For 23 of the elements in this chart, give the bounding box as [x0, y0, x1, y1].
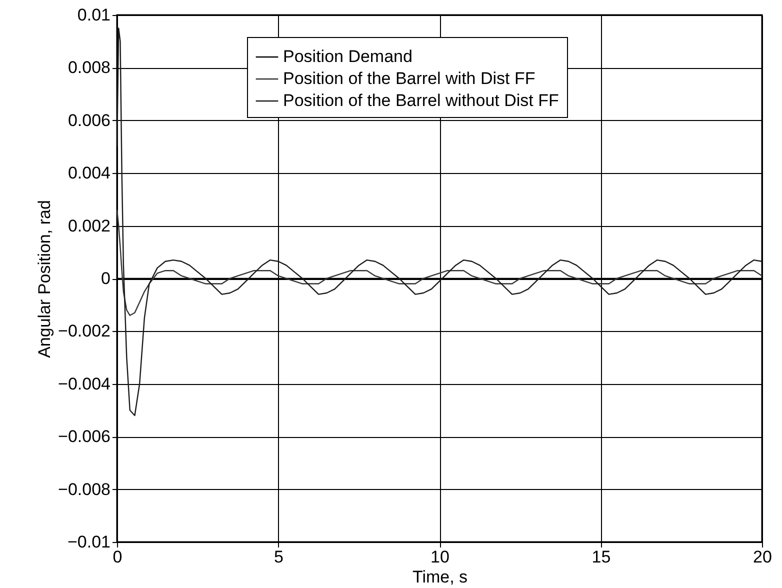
x-axis-title: Time, s — [412, 568, 468, 586]
x-tick-label: 0 — [112, 548, 122, 566]
line-series — [116, 209, 763, 316]
x-tick-label: 5 — [274, 548, 284, 566]
y-tick-label: 0.002 — [68, 216, 110, 236]
y-tick-label: −0.004 — [58, 374, 110, 394]
x-tick-label: 15 — [592, 548, 611, 566]
legend-label: Position of the Barrel with Dist FF — [283, 69, 536, 88]
x-tick-label: 10 — [430, 548, 450, 566]
legend-label: Position Demand — [283, 47, 412, 66]
y-tick-label: −0.002 — [58, 322, 110, 341]
line-series — [116, 28, 763, 416]
legend-label: Position of the Barrel without Dist FF — [283, 91, 559, 110]
y-axis-title: Angular Position, rad — [35, 200, 54, 358]
y-tick-label: 0.006 — [68, 110, 110, 130]
y-tick-label: 0.01 — [77, 6, 110, 24]
y-tick-label: 0.008 — [68, 58, 110, 78]
y-tick-label: −0.006 — [58, 427, 110, 446]
y-tick-label: −0.008 — [58, 480, 110, 499]
x-tick-label: 20 — [753, 548, 772, 566]
y-tick-label: −0.01 — [67, 532, 110, 552]
y-tick-label: 0.004 — [68, 164, 110, 183]
y-tick-label: 0 — [101, 269, 110, 288]
